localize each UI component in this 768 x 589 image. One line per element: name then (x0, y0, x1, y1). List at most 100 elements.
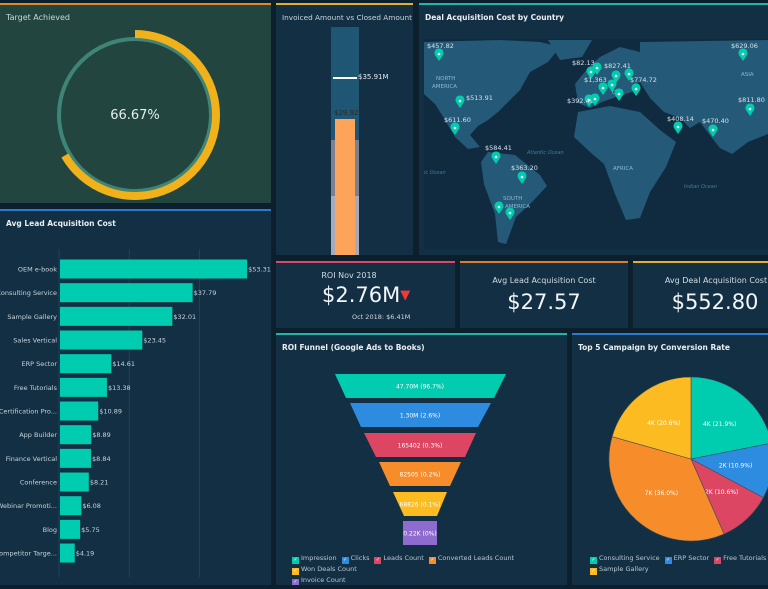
bullet-target-label: $35.91M (358, 73, 389, 81)
bar[interactable] (60, 448, 92, 468)
category-label: Certification Pro... (0, 408, 57, 416)
avg-lead-cost-chart-panel: Avg Lead Acquisition Cost OEM e-book $53.… (0, 209, 271, 585)
panel-title: Invoiced Amount vs Closed Amount (282, 13, 412, 22)
pin-label: $408.14 (667, 115, 694, 123)
bar[interactable] (60, 401, 99, 421)
funnel-stage[interactable] (393, 492, 447, 516)
map-pin[interactable]: $408.14 (667, 115, 694, 134)
bar[interactable] (60, 543, 75, 563)
pie-slice[interactable] (608, 436, 725, 542)
map-pin[interactable] (598, 82, 608, 95)
legend-checkbox-icon: ✓ (714, 557, 722, 564)
bar-value-label: $23.45 (143, 337, 166, 345)
funnel-stage[interactable] (350, 403, 491, 427)
legend-item[interactable]: ✓ Consulting Service (590, 554, 660, 564)
legend-item[interactable]: ✓ Won Deals Count (292, 565, 357, 575)
map-marker-dot (610, 83, 614, 87)
bar-value-label: $5.75 (81, 526, 100, 534)
map-marker-dot (497, 205, 501, 209)
gauge-track (57, 37, 213, 193)
map-pin[interactable]: $629.06 (731, 42, 758, 61)
region-label: AMERICA (432, 84, 457, 90)
funnel-stage-label: 68826 (0.1%) (400, 502, 441, 509)
category-label: Consulting Service (0, 289, 57, 297)
map-pin[interactable]: $827.41 (604, 62, 631, 83)
panel-title: Avg Lead Acquisition Cost (6, 219, 116, 228)
map-pin[interactable]: $470.40 (702, 117, 729, 137)
map-marker-dot (437, 52, 441, 56)
legend-checkbox-icon: ✓ (664, 557, 672, 564)
map-pin[interactable] (494, 201, 504, 214)
map-marker-dot (634, 87, 638, 91)
top-campaign-pie-panel: Top 5 Campaign by Conversion Rate 4K (21… (572, 333, 768, 585)
funnel-stage[interactable] (379, 462, 461, 486)
map-pin[interactable] (631, 83, 641, 96)
map-pin[interactable]: $82.13 (572, 59, 596, 79)
legend-item[interactable]: ✓ Leads Count (374, 554, 424, 564)
legend-checkbox-icon: ✓ (428, 557, 436, 564)
bar[interactable] (60, 354, 112, 374)
funnel-stage[interactable] (403, 521, 437, 545)
world-map[interactable]: NORTHAMERICASOUTHAMERICAAFRICAASIAOPEAtl… (424, 39, 768, 249)
pin-label: $629.06 (731, 42, 758, 50)
gauge-value: 66.67% (110, 108, 160, 123)
funnel-stage[interactable] (335, 374, 506, 398)
legend-item[interactable]: ✓ Converted Leads Count (428, 554, 514, 564)
map-pin[interactable]: $392.49 (567, 94, 594, 107)
bar[interactable] (60, 472, 89, 492)
bar[interactable] (60, 330, 143, 350)
map-pin[interactable] (592, 62, 602, 75)
pie-slice-label: 4K (20.6%) (647, 420, 680, 427)
kpi-value-text: $2.76M (322, 283, 401, 307)
kpi-title: Avg Deal Acquisition Cost (664, 276, 768, 285)
map-pin[interactable] (590, 93, 600, 106)
funnel-stage[interactable] (364, 433, 476, 457)
map-marker-dot (595, 66, 599, 70)
map-pin[interactable]: $811.80 (738, 96, 765, 116)
legend-label: Sample Gallery (599, 565, 649, 573)
bullet-value-bar (335, 119, 355, 255)
legend-item[interactable]: ✓ Clicks (341, 554, 369, 564)
invoiced-vs-closed-panel: Invoiced Amount vs Closed Amount $35.91M… (276, 3, 413, 255)
funnel-stage-label: 1.30M (2.6%) (400, 413, 440, 420)
panel-title: Target Achieved (6, 13, 70, 22)
bar-value-label: $53.31 (248, 266, 271, 274)
bar[interactable] (60, 519, 81, 539)
pin-label: $363.20 (511, 164, 538, 172)
bar[interactable] (60, 496, 82, 516)
legend-item[interactable]: ✓ Invoice Count (292, 576, 346, 585)
region-label: AMERICA (505, 204, 530, 210)
map-pin[interactable]: $363.20 (511, 164, 538, 184)
greenland (548, 40, 592, 60)
legend-item[interactable]: ✓ Sample Gallery (590, 565, 649, 575)
pie-slice[interactable] (611, 376, 692, 460)
map-pin[interactable]: $611.60 (444, 116, 471, 135)
bar[interactable] (60, 283, 193, 303)
legend-label: Free Tutorials (723, 554, 767, 562)
pin-label: $774.72 (630, 76, 657, 84)
bar[interactable] (60, 425, 92, 445)
bar[interactable] (60, 306, 173, 326)
pie-slice[interactable] (690, 376, 768, 460)
bar-value-label: $4.19 (76, 550, 95, 558)
map-pin[interactable]: $457.82 (427, 42, 454, 61)
bar-value-label: $8.84 (92, 455, 111, 463)
legend-label: Impression (301, 554, 337, 562)
bullet-value-label: $29.92M (334, 109, 365, 117)
pin-label: $470.40 (702, 117, 729, 125)
legend-item[interactable]: ✓ Free Tutorials (714, 554, 767, 564)
map-pin[interactable]: $513.91 (455, 94, 493, 108)
map-pin[interactable]: $774.72 (624, 68, 657, 84)
bar[interactable] (60, 377, 107, 397)
asia (640, 40, 768, 154)
map-pin[interactable] (614, 88, 624, 101)
target-achieved-panel: Target Achieved 66.67% (0, 3, 271, 203)
map-pin[interactable] (505, 207, 515, 220)
legend-item[interactable]: ✓ ERP Sector (664, 554, 709, 564)
bar[interactable] (60, 259, 248, 279)
north-america (424, 40, 560, 149)
map-pin[interactable] (607, 79, 617, 92)
legend-item[interactable]: ✓ Impression (292, 554, 337, 564)
map-pin[interactable]: $584.41 (485, 144, 512, 164)
region-label: SOUTH (503, 196, 522, 202)
